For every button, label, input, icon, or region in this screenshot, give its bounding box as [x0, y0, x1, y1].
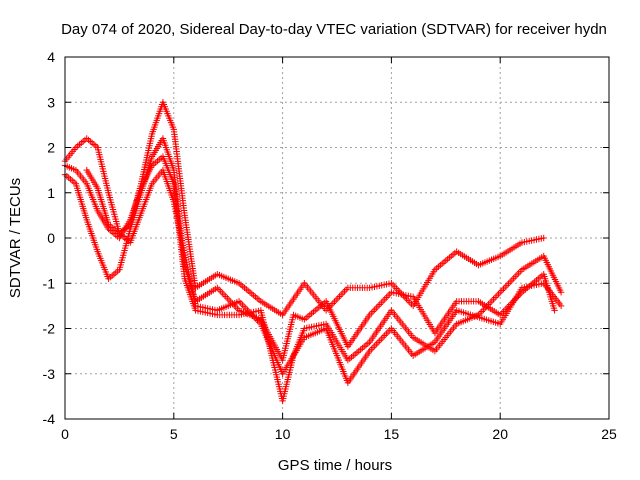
y-tick-label: -3 [43, 366, 56, 382]
x-tick-label: 20 [492, 426, 508, 442]
x-axis-label: GPS time / hours [278, 457, 392, 474]
y-tick-label: 0 [47, 230, 55, 246]
y-tick-label: -2 [43, 321, 56, 337]
chart-title: Day 074 of 2020, Sidereal Day-to-day VTE… [61, 21, 607, 38]
x-tick-label: 15 [384, 426, 400, 442]
series-track-d [83, 166, 565, 386]
series-track-b [61, 135, 558, 364]
axis-ticks: 0 5 10 15 20 25 -4 -3 -2 -1 0 1 2 3 4 [43, 49, 617, 442]
y-tick-label: 1 [47, 185, 55, 201]
y-tick-label: 3 [47, 94, 55, 110]
y-tick-label: -4 [43, 411, 56, 427]
y-axis-label: SDTVAR / TECUs [7, 178, 24, 298]
grid [65, 57, 609, 419]
y-tick-label: 2 [47, 140, 55, 156]
x-tick-label: 25 [601, 426, 617, 442]
x-tick-label: 0 [61, 426, 69, 442]
y-tick-label: -1 [43, 275, 56, 291]
x-tick-label: 5 [170, 426, 178, 442]
y-tick-label: 4 [47, 49, 55, 65]
x-tick-label: 10 [275, 426, 291, 442]
data-points [61, 99, 565, 405]
